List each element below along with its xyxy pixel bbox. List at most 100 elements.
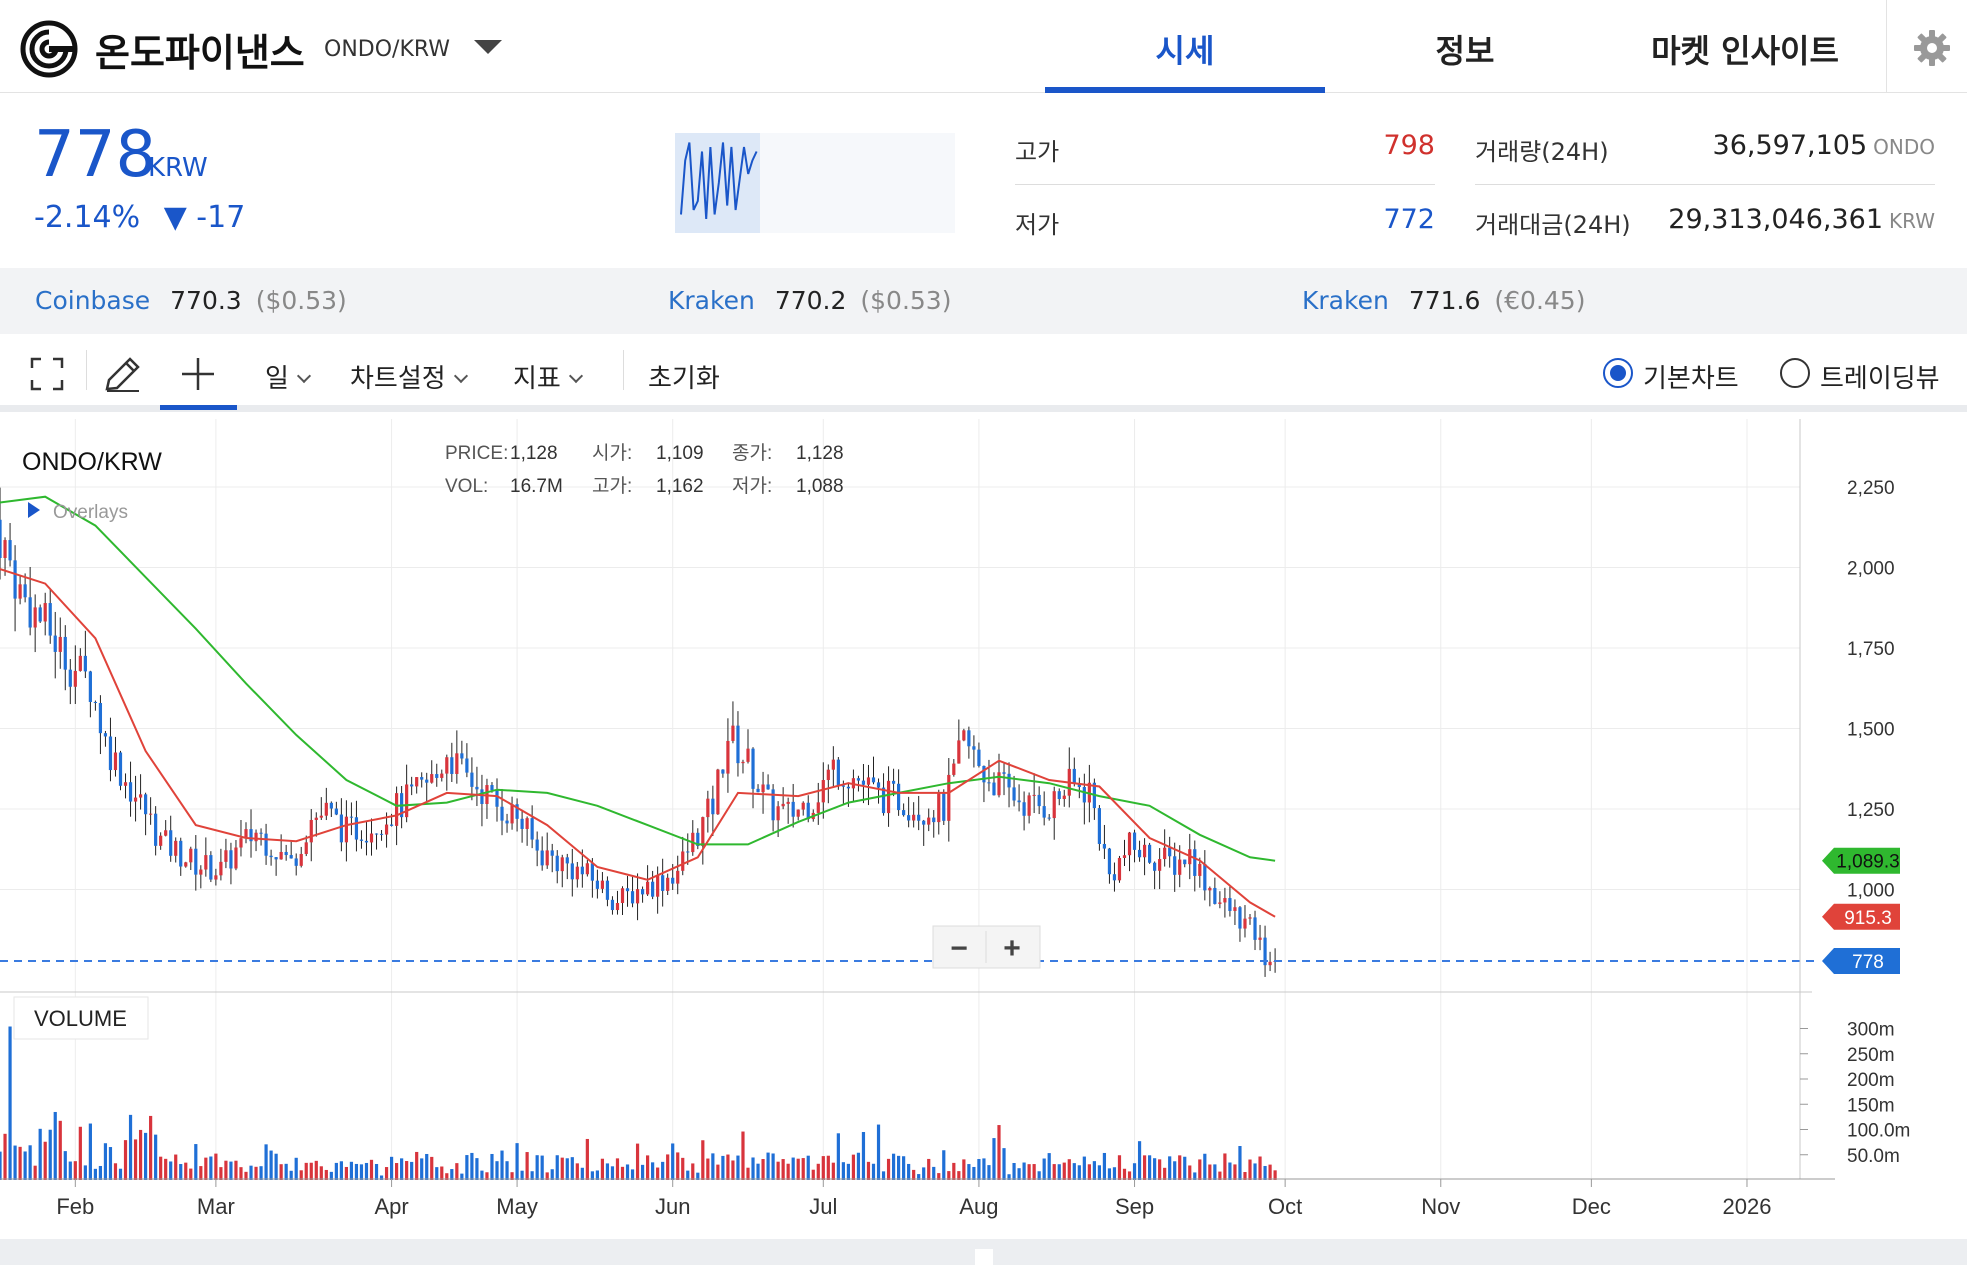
volume-bar bbox=[83, 1165, 87, 1180]
exchange-coinbase[interactable]: Coinbase 770.3 ($0.53) bbox=[35, 286, 347, 315]
exchange-kraken-usd[interactable]: Kraken 770.2 ($0.53) bbox=[668, 286, 952, 315]
candle-body bbox=[897, 783, 901, 811]
last-price-tag-label: 778 bbox=[1852, 952, 1884, 973]
y-tick-label: 1,250 bbox=[1847, 800, 1895, 821]
volume-bar bbox=[886, 1158, 891, 1180]
candle-body bbox=[359, 839, 364, 841]
reset-button[interactable]: 초기화 bbox=[648, 364, 720, 394]
candlestick-chart[interactable]: 2,250 2,000 1,750 1,500 1,250 1,000 300m 250m 2… bbox=[0, 419, 1967, 1239]
pencil-icon[interactable] bbox=[103, 355, 143, 393]
x-tick-label: 2026 bbox=[1723, 1194, 1772, 1219]
volume-bar bbox=[881, 1171, 886, 1180]
period-select[interactable]: 일 bbox=[265, 358, 311, 395]
candle-body bbox=[314, 817, 318, 820]
candle-body bbox=[982, 765, 986, 783]
candle-body bbox=[83, 655, 87, 672]
candle-body bbox=[681, 851, 685, 871]
volume-bar bbox=[831, 1162, 835, 1180]
candle-body bbox=[1047, 817, 1051, 819]
low-label: 저가 bbox=[1015, 211, 1060, 239]
tab-info[interactable]: 정보 bbox=[1435, 32, 1495, 70]
volume-bar bbox=[992, 1138, 996, 1180]
candle-body bbox=[455, 753, 459, 774]
candle-body bbox=[1198, 863, 1202, 876]
candle-body bbox=[344, 816, 348, 843]
volume-bar bbox=[169, 1161, 173, 1180]
ma-long-tag-shape bbox=[1822, 847, 1900, 874]
candle-body bbox=[3, 540, 7, 558]
indicators-menu[interactable]: 지표 bbox=[513, 358, 583, 395]
y-tick-label: 1,750 bbox=[1847, 639, 1895, 660]
coin-pair: ONDO/KRW bbox=[324, 37, 451, 62]
volume-bar bbox=[144, 1132, 148, 1180]
volume-bar bbox=[746, 1167, 750, 1180]
volume-bar bbox=[254, 1166, 258, 1180]
volume-bar bbox=[0, 1151, 2, 1180]
exchange-bar bbox=[0, 268, 1967, 334]
volume-bar bbox=[389, 1156, 394, 1180]
volume-bar bbox=[450, 1169, 454, 1180]
volume-bar bbox=[575, 1163, 579, 1180]
basic-chart-radio[interactable] bbox=[1603, 358, 1633, 388]
candle-body bbox=[646, 881, 650, 895]
volume-bar bbox=[1117, 1155, 1122, 1180]
tab-market-insight[interactable]: 마켓 인사이트 bbox=[1651, 32, 1839, 70]
candle-body bbox=[239, 838, 243, 848]
basic-chart-label[interactable]: 기본차트 bbox=[1643, 364, 1739, 394]
tradingview-label[interactable]: 트레이딩뷰 bbox=[1820, 364, 1940, 394]
current-price: 778 bbox=[34, 118, 157, 192]
volume-bar bbox=[1173, 1161, 1177, 1180]
overlays-label: Overlays bbox=[53, 502, 128, 523]
bottom-panel bbox=[0, 1239, 1967, 1265]
volume-bar bbox=[771, 1153, 775, 1180]
candle-body bbox=[826, 769, 830, 781]
volume-bar bbox=[741, 1131, 745, 1180]
tradingview-radio[interactable] bbox=[1780, 358, 1810, 388]
volume-bar bbox=[369, 1159, 374, 1180]
volume-bar bbox=[495, 1161, 499, 1180]
candle-body bbox=[786, 801, 790, 804]
svg-text:종가:: 종가: bbox=[732, 442, 772, 464]
high-label: 고가 bbox=[1015, 138, 1060, 166]
candle-body bbox=[671, 877, 675, 884]
header-divider bbox=[1886, 0, 1887, 93]
candle-body bbox=[791, 801, 795, 817]
candle-body bbox=[294, 858, 298, 866]
sparkline-chart bbox=[675, 133, 955, 233]
volume-bar bbox=[1223, 1153, 1227, 1180]
gear-icon[interactable] bbox=[1912, 28, 1952, 68]
price-chart-area[interactable]: 2,250 2,000 1,750 1,500 1,250 1,000 300m 250m 2… bbox=[0, 419, 1967, 1239]
candle-body bbox=[590, 863, 594, 881]
fullscreen-icon[interactable] bbox=[30, 357, 64, 391]
volume-bar bbox=[1148, 1155, 1152, 1180]
chart-grid bbox=[0, 419, 1800, 1179]
volume-bar bbox=[525, 1152, 529, 1180]
volume-bar bbox=[736, 1155, 740, 1180]
candle-body bbox=[379, 833, 384, 835]
chart-settings-menu[interactable]: 차트설정 bbox=[350, 358, 468, 395]
volume-bar bbox=[229, 1161, 233, 1180]
volume-bar bbox=[103, 1143, 108, 1180]
tab-price[interactable]: 시세 bbox=[1155, 32, 1215, 70]
volume-axis-ticks: 300m 250m 200m 150m 100.0m 50.0m bbox=[1800, 1020, 1910, 1167]
chevron-down-icon[interactable] bbox=[474, 40, 502, 54]
volume-bar bbox=[3, 1133, 7, 1180]
crosshair-icon[interactable] bbox=[180, 356, 216, 392]
y-tick-label: 2,000 bbox=[1847, 559, 1895, 580]
y-axis-ticks: 2,250 2,000 1,750 1,500 1,250 1,000 bbox=[1847, 478, 1895, 902]
volume-bar bbox=[721, 1155, 725, 1180]
volume-bar bbox=[1092, 1161, 1096, 1180]
volume-tick-label: 200m bbox=[1847, 1070, 1895, 1091]
candle-body bbox=[284, 851, 288, 856]
exchange-kraken-eur[interactable]: Kraken 771.6 (€0.45) bbox=[1302, 286, 1586, 315]
trade-value: 29,313,046,361 KRW bbox=[1668, 204, 1935, 235]
candle-body bbox=[103, 733, 108, 737]
candle-body bbox=[907, 815, 911, 821]
volume-tick-label: 50.0m bbox=[1847, 1146, 1900, 1167]
volume-bar bbox=[1102, 1152, 1107, 1180]
volume-bar bbox=[48, 1129, 52, 1180]
volume-bar bbox=[68, 1161, 72, 1180]
volume-bar bbox=[917, 1174, 921, 1180]
candle-body bbox=[1097, 808, 1101, 844]
volume-bar bbox=[1142, 1155, 1147, 1180]
